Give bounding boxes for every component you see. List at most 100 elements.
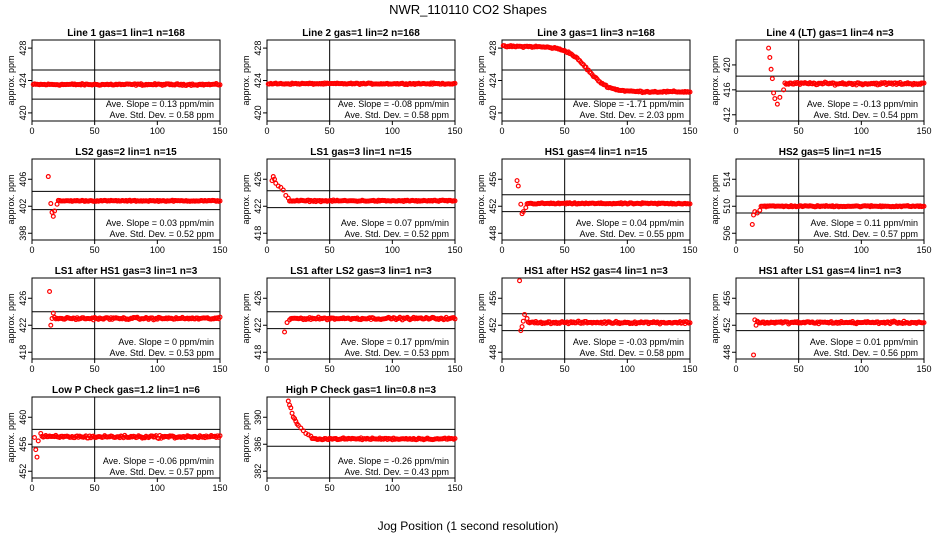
x-tick-label: 100: [854, 245, 869, 255]
data-point: [514, 178, 520, 184]
y-tick-label: 398: [18, 226, 28, 241]
slope-annotation: Ave. Slope = 0.03 ppm/min: [106, 218, 214, 228]
data-point: [288, 405, 294, 411]
y-tick-label: 418: [253, 345, 263, 360]
data-point: [452, 80, 458, 86]
y-tick-label: 510: [722, 199, 732, 214]
x-tick-label: 100: [385, 483, 400, 493]
x-tick-label: 50: [325, 483, 335, 493]
x-tick-label: 150: [447, 245, 462, 255]
subplot-title: Line 2 gas=1 lin=2 n=168: [302, 28, 420, 39]
subplot-title: Line 1 gas=1 lin=1 n=168: [67, 28, 185, 39]
data-point: [522, 311, 528, 317]
x-tick-label: 0: [733, 126, 738, 136]
data-point: [517, 278, 523, 284]
stddev-annotation: Ave. Std. Dev. = 2.03 ppm: [580, 110, 684, 120]
x-tick-label: 0: [29, 126, 34, 136]
y-tick-label: 420: [722, 57, 732, 72]
x-tick-label: 0: [499, 364, 504, 374]
x-tick-label: 0: [733, 245, 738, 255]
x-tick-label: 100: [854, 126, 869, 136]
data-point: [921, 320, 927, 326]
stddev-annotation: Ave. Std. Dev. = 0.58 ppm: [345, 110, 449, 120]
x-tick-label: 100: [150, 364, 165, 374]
data-point: [33, 447, 39, 453]
x-tick-label: 100: [385, 364, 400, 374]
y-tick-label: 420: [253, 105, 263, 120]
x-tick-label: 150: [916, 245, 931, 255]
y-axis-label: approx. ppm: [710, 174, 720, 224]
x-tick-label: 100: [150, 483, 165, 493]
subplot-2: Line 2 gas=1 lin=2 n=168 0 50 100 150 420 424 4…: [241, 28, 463, 136]
subplot-title: HS1 after HS2 gas=4 lin=1 n=3: [524, 266, 668, 277]
subplot-5: LS2 gas=2 lin=1 n=15 0 50 100 150 398 402 406ap…: [6, 147, 228, 255]
y-tick-label: 422: [18, 318, 28, 333]
y-tick-label: 424: [253, 73, 263, 88]
subplot-10: LS1 after LS2 gas=3 lin=1 n=3 0 50 100 150 41…: [241, 266, 463, 374]
x-tick-label: 50: [325, 245, 335, 255]
subplot-9: LS1 after HS1 gas=3 lin=1 n=3 0 50 100 150 41…: [6, 266, 228, 374]
y-tick-label: 424: [488, 73, 498, 88]
subplot-4: Line 4 (LT) gas=1 lin=4 n=3 0 50 100 150 412 4…: [710, 28, 932, 136]
subplot-12: HS1 after LS1 gas=4 lin=1 n=3 0 50 100 150 44…: [710, 266, 932, 374]
subplot-title: High P Check gas=1 lin=0.8 n=3: [286, 385, 437, 396]
data-point: [452, 435, 458, 441]
plot-frame: [501, 277, 691, 360]
x-tick-label: 150: [212, 364, 227, 374]
data-point: [751, 352, 757, 358]
stddev-annotation: Ave. Std. Dev. = 0.52 ppm: [110, 229, 214, 239]
stddev-annotation: Ave. Std. Dev. = 0.54 ppm: [814, 110, 918, 120]
data-point: [35, 438, 41, 444]
y-tick-label: 412: [722, 107, 732, 122]
y-axis-label: approx. ppm: [476, 174, 486, 224]
stddev-annotation: Ave. Std. Dev. = 0.57 ppm: [110, 467, 214, 477]
y-axis-label: approx. ppm: [241, 293, 251, 343]
data-point: [519, 324, 525, 330]
data-point: [298, 425, 304, 431]
x-tick-label: 100: [150, 126, 165, 136]
data-point: [272, 176, 278, 182]
data-point: [687, 89, 693, 95]
y-tick-label: 424: [18, 73, 28, 88]
y-tick-label: 420: [488, 105, 498, 120]
data-point: [284, 320, 290, 326]
data-point: [47, 289, 53, 295]
y-tick-label: 420: [18, 105, 28, 120]
data-point: [295, 422, 301, 428]
x-tick-label: 0: [499, 126, 504, 136]
slope-annotation: Ave. Slope = 0.11 ppm/min: [811, 218, 918, 228]
y-tick-label: 428: [488, 41, 498, 56]
x-tick-label: 50: [90, 126, 100, 136]
y-tick-label: 422: [253, 318, 263, 333]
y-tick-label: 456: [722, 291, 732, 306]
y-tick-label: 422: [253, 199, 263, 214]
x-tick-label: 150: [916, 126, 931, 136]
x-tick-label: 150: [212, 126, 227, 136]
subplot-title: Low P Check gas=1.2 lin=1 n=6: [52, 385, 200, 396]
slope-annotation: Ave. Slope = 0.07 ppm/min: [341, 218, 449, 228]
y-tick-label: 428: [18, 41, 28, 56]
subplot-title: HS2 gas=5 lin=1 n=15: [779, 147, 882, 158]
x-tick-label: 150: [447, 126, 462, 136]
x-tick-label: 0: [264, 364, 269, 374]
data-point: [50, 310, 56, 316]
x-tick-label: 150: [682, 364, 697, 374]
data-point: [45, 174, 51, 180]
y-tick-label: 452: [488, 199, 498, 214]
x-tick-label: 150: [447, 364, 462, 374]
y-axis-label: approx. ppm: [6, 174, 16, 224]
y-tick-label: 428: [253, 41, 263, 56]
y-tick-label: 426: [253, 291, 263, 306]
data-point: [273, 180, 279, 186]
subplot-title: HS1 gas=4 lin=1 n=15: [545, 147, 648, 158]
plot-frame: [735, 158, 925, 241]
y-tick-label: 418: [18, 345, 28, 360]
data-point: [217, 198, 223, 204]
x-tick-label: 0: [264, 245, 269, 255]
y-tick-label: 506: [722, 226, 732, 241]
slope-annotation: Ave. Slope = 0.17 ppm/min: [341, 337, 449, 347]
data-point: [54, 201, 60, 207]
y-tick-label: 386: [253, 437, 263, 452]
data-point: [48, 201, 54, 207]
slope-annotation: Ave. Slope = -0.03 ppm/min: [573, 337, 684, 347]
